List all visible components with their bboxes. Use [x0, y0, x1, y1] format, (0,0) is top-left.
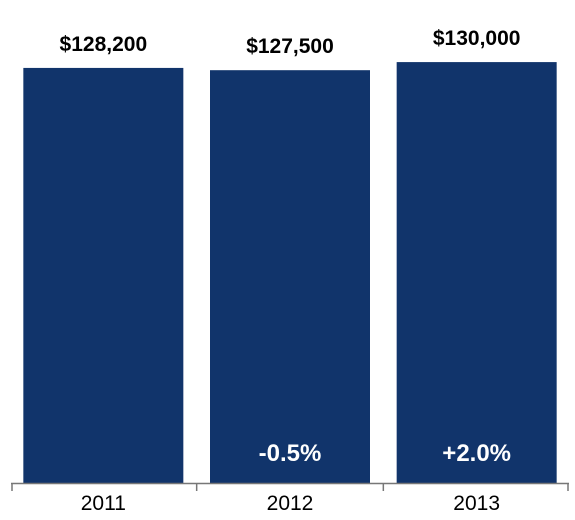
tick-label-2013: 2013 [453, 492, 500, 515]
change-labels-group: -0.5% +2.0% [259, 440, 511, 467]
x-axis [11, 482, 569, 491]
tick-label-2012: 2012 [267, 492, 314, 515]
change-label-2013: +2.0% [442, 440, 511, 467]
x-tick-labels-group: 2011 2012 2013 [81, 492, 500, 515]
value-label-2011: $128,200 [60, 33, 148, 56]
bars-group [23, 62, 557, 484]
tick-label-2011: 2011 [81, 492, 126, 515]
bar-2011 [23, 67, 184, 483]
bar-2012 [210, 70, 370, 483]
value-label-2013: $130,000 [433, 27, 521, 50]
value-labels-group: $128,200 $127,500 $130,000 [60, 27, 521, 58]
bar-2013 [396, 62, 557, 484]
value-label-2012: $127,500 [246, 35, 334, 58]
change-label-2012: -0.5% [259, 440, 322, 467]
